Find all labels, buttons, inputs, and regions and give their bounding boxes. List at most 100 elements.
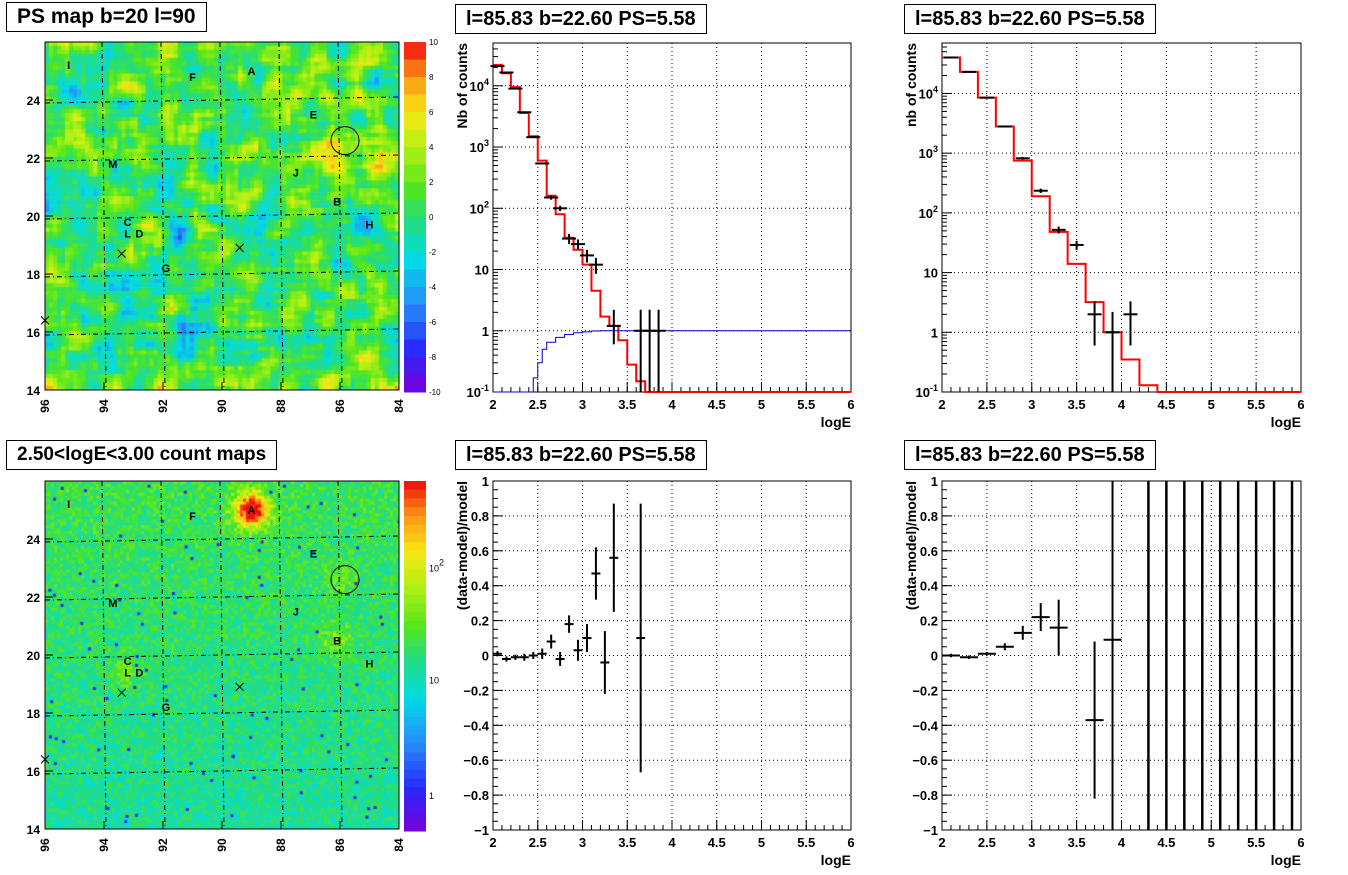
spec1-xtick-label: 2.5 — [529, 397, 547, 412]
ps_map-source-label: C — [124, 217, 132, 229]
res2-ytick-label: −0.4 — [912, 718, 938, 733]
residual1-title: l=85.83 b=22.60 PS=5.58 — [455, 440, 707, 470]
spec1-xtick-label: 2 — [489, 397, 496, 412]
count_map-colorbar-cell — [404, 726, 426, 736]
count_map-colorbar-cell — [404, 673, 426, 683]
spec1-ytick-label: 10 — [475, 263, 489, 278]
ps_map-colorbar-cell — [404, 234, 426, 253]
res1-xtick-label: 2 — [489, 835, 496, 850]
count_map-colorbar-cell — [404, 664, 426, 674]
count_map-colorbar-cell — [404, 804, 426, 814]
count_map-colorbar-label: 102 — [429, 558, 444, 574]
ps_map-longitude-line — [101, 41, 107, 391]
count_map-colorbar-cell — [404, 752, 426, 762]
spec2-ylabel: nb of counts — [903, 43, 919, 127]
ps_map-source-label: H — [366, 220, 374, 232]
count_map-colorbar-cell — [404, 813, 426, 823]
count_map-longitude-line — [337, 480, 343, 830]
res1-ytick-label: 1 — [482, 474, 489, 489]
count_map-latitude-line — [44, 767, 400, 775]
res2-ytick-label: −0.6 — [912, 753, 938, 768]
count_map-source-label: M — [108, 598, 117, 610]
ps_map-colorbar-label: -4 — [429, 283, 437, 292]
count_map-source-label: L — [124, 667, 131, 679]
ps_map-source-label: L — [124, 228, 131, 240]
res1-xtick-label: 3 — [579, 835, 586, 850]
ps_map-ytick-label: 16 — [27, 326, 41, 340]
ps-map-heatmap — [45, 42, 399, 390]
spec2-xlabel: logE — [1271, 414, 1301, 430]
res2-xlabel: logE — [1271, 852, 1301, 868]
count_map-source-label: I — [67, 499, 70, 511]
ps_map-cross-marker — [117, 249, 127, 259]
count_map-colorbar-cell — [404, 577, 426, 587]
spec1-ytick-label: 103 — [470, 138, 489, 155]
ps_map-colorbar-label: 8 — [429, 73, 434, 82]
spec1-xtick-label: 4.5 — [708, 397, 726, 412]
ps_map-colorbar-label: 10 — [429, 38, 438, 47]
res1-ytick-label: 0.6 — [471, 544, 489, 559]
ps_map-colorbar-cell — [404, 269, 426, 288]
spec1-xtick-label: 5.5 — [797, 397, 815, 412]
count_map-colorbar-cell — [404, 778, 426, 788]
spec2-ytick-label: 10 — [924, 266, 938, 281]
ps_map-longitude-line — [278, 41, 284, 391]
spec1-ytick-label: 104 — [470, 77, 489, 94]
spec1-ytick-label: 10-1 — [467, 383, 489, 400]
count_map-colorbar-cell — [404, 586, 426, 596]
ps_map-colorbar-cell — [404, 199, 426, 218]
ps_map-latitude-line — [44, 154, 400, 162]
count_map-source-label: J — [293, 607, 299, 619]
count_map-colorbar-cell — [404, 647, 426, 657]
spec1-model-histogram — [493, 63, 851, 393]
spec2-ytick-label: 102 — [919, 204, 938, 221]
ps_map-source-label: E — [310, 110, 317, 122]
ps_map-ytick-label: 24 — [27, 94, 41, 108]
spec2-xtick-label: 2.5 — [978, 397, 996, 412]
ps_map-source-label: F — [189, 72, 196, 84]
count_map-colorbar-cell — [404, 717, 426, 727]
res1-ytick-label: −0.8 — [463, 788, 489, 803]
count_map-colorbar-cell — [404, 743, 426, 753]
spec2-ytick-label: 103 — [919, 144, 938, 161]
ps_map-colorbar-cell — [404, 217, 426, 235]
spec1-xtick-label: 3.5 — [618, 397, 636, 412]
spec1-xlabel: logE — [821, 414, 851, 430]
ps_map-xtick-label: 92 — [156, 399, 170, 413]
res2-xtick-label: 6 — [1297, 835, 1304, 850]
res2-xtick-label: 2.5 — [978, 835, 996, 850]
count_map-colorbar-cell — [404, 787, 426, 797]
ps_map-colorbar-label: 0 — [429, 213, 434, 222]
count_map-colorbar-cell — [404, 761, 426, 771]
res1-ytick-label: −0.6 — [463, 753, 489, 768]
ps_map-source-label: B — [333, 197, 341, 209]
count_map-xtick-label: 84 — [392, 838, 406, 852]
res2-ytick-label: 0.8 — [920, 509, 938, 524]
ps_map-ytick-label: 22 — [27, 152, 41, 166]
count_map-source-label: E — [310, 549, 317, 561]
count_map-colorbar-cell — [404, 734, 426, 744]
ps_map-colorbar-cell — [404, 94, 426, 113]
spec2-model-histogram — [942, 56, 1301, 393]
res1-ytick-label: −1 — [474, 823, 489, 838]
ps_map-colorbar — [404, 42, 426, 393]
count_map-colorbar-cell — [404, 559, 426, 569]
ps_map-colorbar-label: -6 — [429, 318, 437, 327]
res2-xtick-label: 5 — [1208, 835, 1215, 850]
res1-xtick-label: 5 — [758, 835, 765, 850]
ps_map-colorbar-cell — [404, 42, 426, 60]
count_map-ytick-label: 24 — [27, 533, 41, 547]
ps_map-colorbar-cell — [404, 129, 426, 148]
count_map-xtick-label: 88 — [274, 838, 288, 852]
ps_map-colorbar-label: -8 — [429, 353, 437, 362]
ps_map-latitude-line — [44, 96, 400, 104]
res2-ytick-label: −0.8 — [912, 788, 938, 803]
count_map-selected-circle — [330, 565, 360, 595]
res1-xtick-label: 4.5 — [708, 835, 726, 850]
count_map-cross-marker — [40, 755, 50, 764]
count_map-cross-marker — [117, 688, 127, 698]
ps_map-longitude-line — [337, 41, 343, 391]
res1-frame — [492, 480, 852, 831]
ps_map-colorbar-cell — [404, 164, 426, 183]
